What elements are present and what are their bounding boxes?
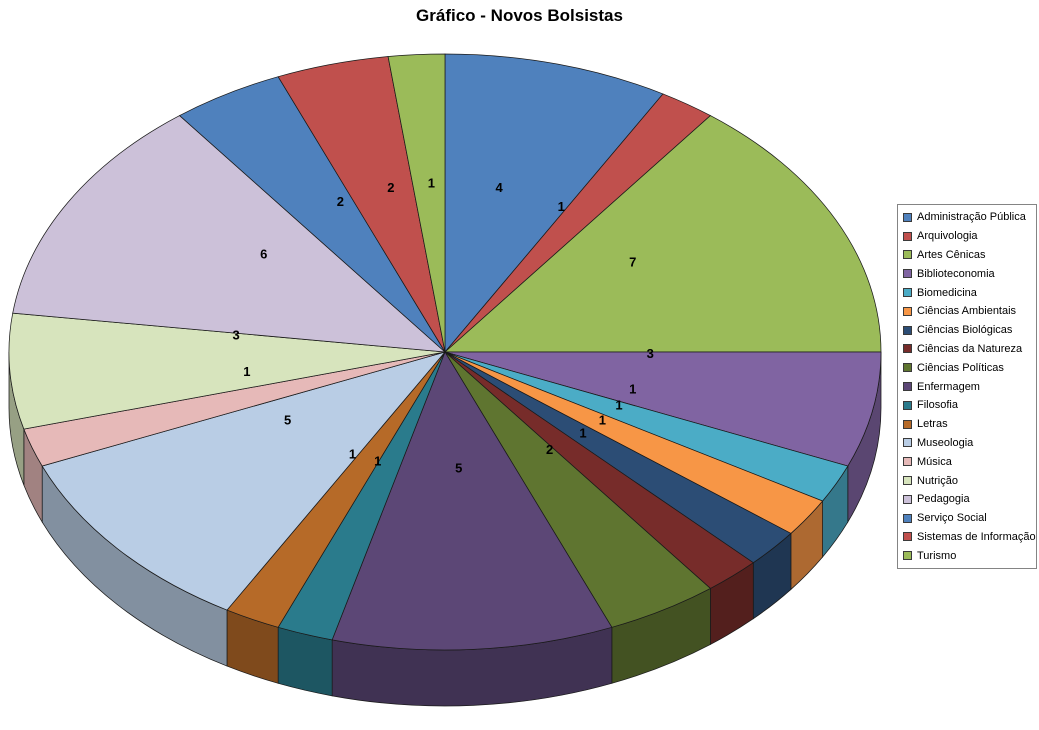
legend-label: Ciências Políticas xyxy=(917,361,1004,374)
legend-item[interactable]: Serviço Social xyxy=(900,509,1034,528)
legend-label: Filosofia xyxy=(917,399,958,412)
legend-marker-icon xyxy=(903,363,912,373)
legend-marker-icon xyxy=(903,457,912,467)
data-label: 2 xyxy=(387,180,394,195)
legend-item[interactable]: Letras xyxy=(900,415,1034,434)
data-label: 3 xyxy=(647,346,654,361)
legend-label: Letras xyxy=(917,418,948,431)
legend-marker-icon xyxy=(903,513,912,523)
data-label: 5 xyxy=(284,412,291,427)
legend-marker-icon xyxy=(903,344,912,354)
data-label: 7 xyxy=(629,255,636,270)
chart-title: Gráfico - Novos Bolsistas xyxy=(416,6,623,25)
legend-marker-icon xyxy=(903,325,912,335)
legend-item[interactable]: Biblioteconomia xyxy=(900,264,1034,283)
legend-item[interactable]: Ciências Ambientais xyxy=(900,302,1034,321)
pie-slice[interactable] xyxy=(41,351,447,611)
legend-marker-icon xyxy=(903,250,912,260)
legend-item[interactable]: Administração Pública xyxy=(900,208,1034,227)
legend-item[interactable]: Museologia xyxy=(900,434,1034,453)
pie-slice[interactable] xyxy=(387,53,446,353)
data-label: 5 xyxy=(455,461,462,476)
legend-marker-icon xyxy=(903,419,912,429)
legend-label: Biomedicina xyxy=(917,286,977,299)
legend-label: Museologia xyxy=(917,436,974,449)
pie-slice[interactable] xyxy=(8,312,446,430)
legend-marker-icon xyxy=(903,438,912,448)
data-label: 1 xyxy=(599,412,606,427)
legend-marker-icon xyxy=(903,288,912,298)
legend-label: Música xyxy=(917,455,952,468)
pie-slice[interactable] xyxy=(444,115,882,353)
legend-item[interactable]: Filosofia xyxy=(900,396,1034,415)
pie-slice[interactable] xyxy=(12,115,447,353)
data-label: 1 xyxy=(615,397,622,412)
pie-slice[interactable] xyxy=(331,351,613,651)
data-label: 1 xyxy=(558,199,565,214)
legend-item[interactable]: Ciências da Natureza xyxy=(900,340,1034,359)
legend-item[interactable]: Ciências Políticas xyxy=(900,358,1034,377)
legend-label: Administração Pública xyxy=(917,211,1026,224)
legend: Administração Pública Arquivologia Artes C… xyxy=(897,204,1037,570)
legend-item[interactable]: Artes Cênicas xyxy=(900,246,1034,265)
data-label: 6 xyxy=(260,246,267,261)
data-label: 1 xyxy=(243,364,250,379)
legend-label: Turismo xyxy=(917,549,957,562)
pie-slice[interactable] xyxy=(444,351,882,467)
data-label: 1 xyxy=(629,381,636,396)
pie-slice[interactable] xyxy=(444,53,664,354)
legend-marker-icon xyxy=(903,212,912,222)
legend-item[interactable]: Pedagogia xyxy=(900,490,1034,509)
legend-item[interactable]: Arquivologia xyxy=(900,227,1034,246)
legend-marker-icon xyxy=(903,476,912,486)
legend-item[interactable]: Biomedicina xyxy=(900,283,1034,302)
legend-label: Ciências Ambientais xyxy=(917,305,1017,318)
legend-marker-icon xyxy=(903,269,912,279)
data-label: 2 xyxy=(546,442,553,457)
legend-label: Ciências da Natureza xyxy=(917,342,1023,355)
legend-label: Arquivologia xyxy=(917,230,978,243)
legend-item[interactable]: Turismo xyxy=(900,546,1034,565)
data-label: 1 xyxy=(428,175,435,190)
legend-label: Biblioteconomia xyxy=(917,267,995,280)
legend-label: Ciências Biológicas xyxy=(917,324,1013,337)
legend-label: Enfermagem xyxy=(917,380,980,393)
data-label: 3 xyxy=(233,327,240,342)
legend-label: Serviço Social xyxy=(917,512,987,525)
data-label: 1 xyxy=(579,426,586,441)
legend-label: Sistemas de Informação xyxy=(917,530,1036,543)
legend-marker-icon xyxy=(903,532,912,542)
legend-marker-icon xyxy=(903,306,912,316)
data-label: 4 xyxy=(496,180,504,195)
legend-label: Nutrição xyxy=(917,474,958,487)
legend-label: Artes Cênicas xyxy=(917,248,986,261)
legend-marker-icon xyxy=(903,400,912,410)
legend-marker-icon xyxy=(903,494,912,504)
legend-item[interactable]: Sistemas de Informação xyxy=(900,528,1036,547)
legend-item[interactable]: Nutrição xyxy=(900,471,1034,490)
legend-marker-icon xyxy=(903,382,912,392)
data-label: 1 xyxy=(374,453,381,468)
legend-marker-icon xyxy=(903,551,912,561)
legend-item[interactable]: Música xyxy=(900,452,1034,471)
data-label: 2 xyxy=(337,194,344,209)
data-label: 1 xyxy=(349,446,356,461)
legend-item[interactable]: Enfermagem xyxy=(900,377,1034,396)
legend-item[interactable]: Ciências Biológicas xyxy=(900,321,1034,340)
legend-label: Pedagogia xyxy=(917,493,970,506)
legend-marker-icon xyxy=(903,231,912,241)
